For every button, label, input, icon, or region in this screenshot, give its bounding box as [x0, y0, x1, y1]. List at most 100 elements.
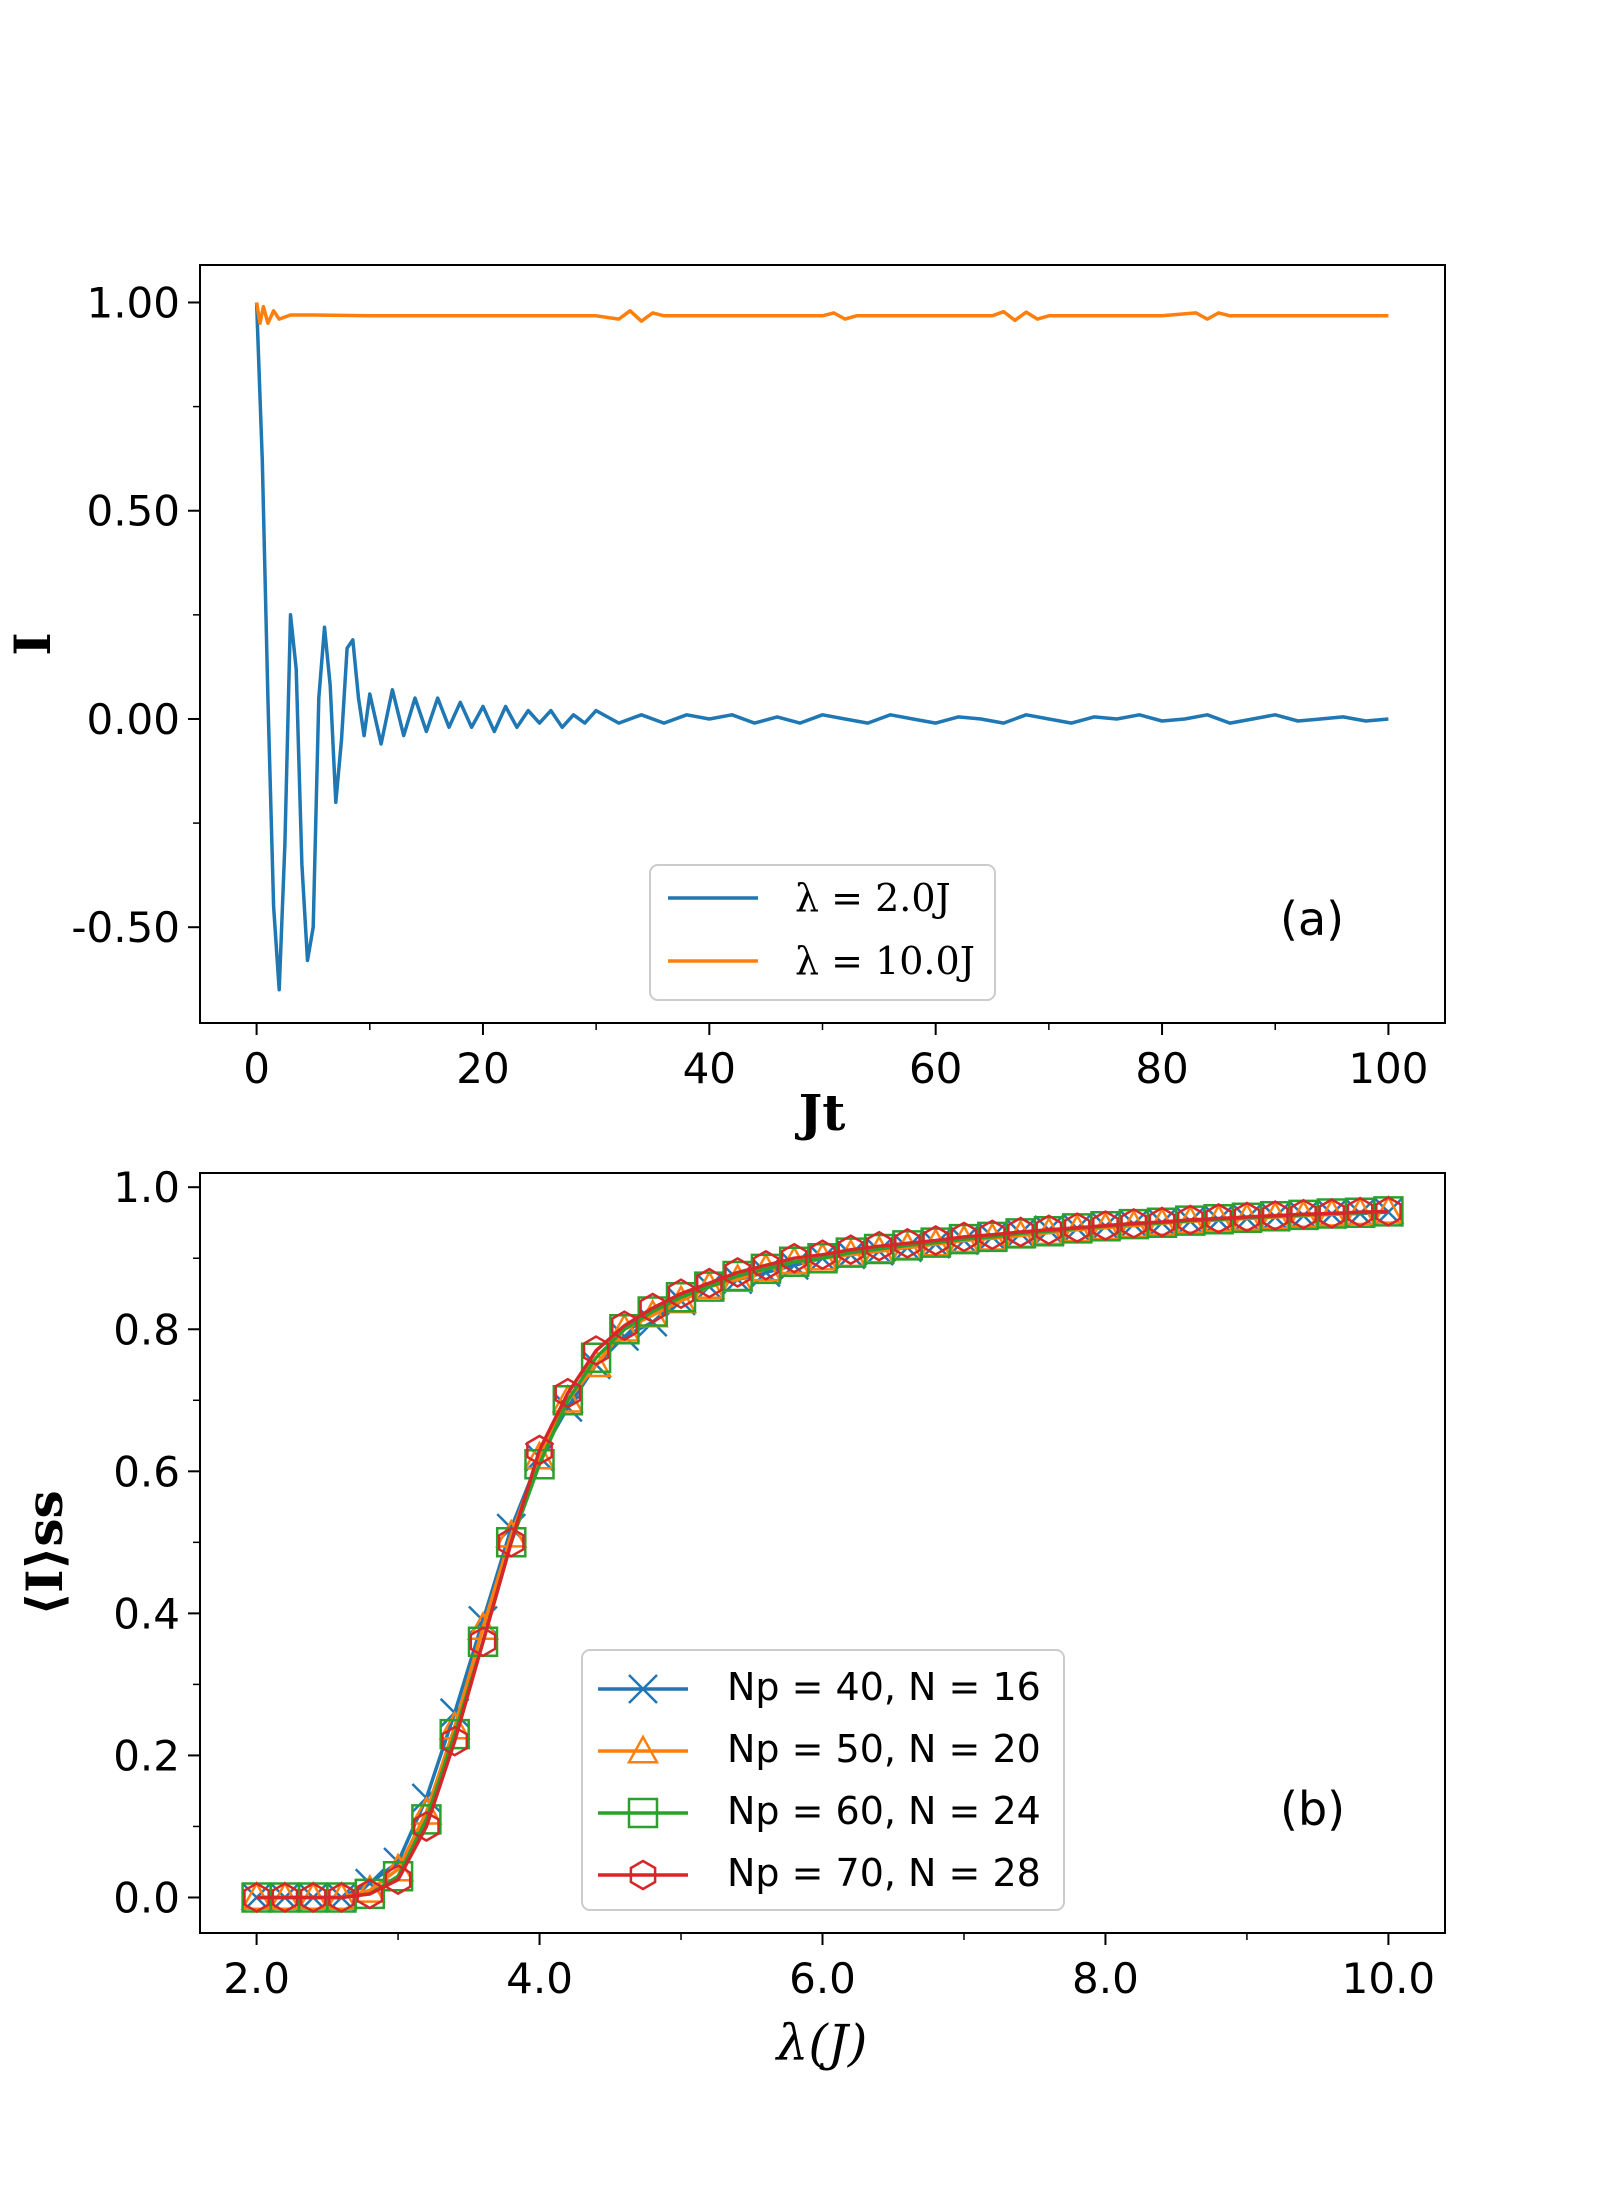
series-b-4-point [469, 1626, 497, 1658]
series-b-4-point [497, 1526, 525, 1558]
legend-b-label-3: Np = 60, N = 24 [727, 1789, 1041, 1833]
series-b-4-point [1148, 1206, 1176, 1238]
series-b-3-point [1373, 1196, 1404, 1227]
panel-b-ytick-label: 0.6 [113, 1447, 180, 1496]
series-b-4-point [328, 1882, 355, 1913]
series-b-4-point [724, 1256, 751, 1288]
series-b-4-point [1007, 1216, 1034, 1248]
series-b-3-point [1344, 1197, 1376, 1229]
panel-b-ytick-label: 0.0 [113, 1873, 180, 1922]
series-b-3-point [326, 1882, 357, 1913]
panel-b-xtick-label: 4.0 [506, 1954, 573, 2003]
series-b-4-point [1375, 1195, 1402, 1227]
series-b-4-point [1261, 1200, 1289, 1232]
series-b-2-point [551, 1383, 584, 1413]
panel-b-legend-entries [598, 1674, 688, 1891]
series-b-4-point [1092, 1210, 1119, 1242]
panel-a-xtick-label: 0 [243, 1044, 270, 1093]
panel-b-ytick-label: 0.8 [113, 1305, 180, 1354]
panel-a-xtick-label: 100 [1348, 1044, 1428, 1093]
panel-b-xtick-label: 8.0 [1072, 1954, 1139, 2003]
panel-a-xtick-label: 40 [683, 1044, 736, 1093]
series-b-4-line [256, 1209, 1389, 1900]
series-b-4-point [1346, 1196, 1374, 1228]
series-b-4-point [412, 1811, 440, 1842]
series-b-4-point [299, 1882, 327, 1913]
series-b-4-point [1035, 1214, 1063, 1246]
panel-a-ytick-label: -0.50 [71, 903, 180, 952]
series-b-4-point [837, 1234, 865, 1266]
series-b-3-point [411, 1804, 442, 1835]
series-b-4-point [1063, 1212, 1091, 1244]
series-b-3-point [1203, 1203, 1234, 1235]
series-b-4-point [639, 1292, 667, 1324]
series-a-1-line [254, 302, 1389, 992]
series-a-2-line [254, 302, 1389, 326]
series-b-4-point [1318, 1198, 1346, 1229]
series-b-4-point [752, 1249, 780, 1281]
series-b-3-point [1231, 1202, 1263, 1233]
series-b-4-point [922, 1225, 950, 1256]
legend-b-label-4: Np = 70, N = 28 [727, 1851, 1041, 1895]
series-b-4-point [1205, 1203, 1233, 1234]
series-b-4-point [695, 1267, 723, 1299]
panel-a-ticks: 0 20 40 60 80 100 -0.50 0.00 0.50 1.00 [71, 278, 1428, 1093]
series-b-4-point [1120, 1207, 1148, 1239]
series-b-4-point [356, 1878, 384, 1910]
panel-a-xtick-label: 60 [909, 1044, 962, 1093]
series-b-4-point [271, 1882, 299, 1913]
panel-b-xtick-label: 2.0 [223, 1954, 290, 2003]
panel-b-ytick-label: 0.4 [113, 1589, 180, 1638]
series-b-4-point [384, 1864, 412, 1896]
panel-a-xlabel: Jt [795, 1083, 846, 1142]
series-b-3-point [1146, 1207, 1178, 1238]
series-b-4-point [1176, 1204, 1204, 1236]
series-b-3-point [1090, 1211, 1121, 1242]
panel-a-ylabel: I [3, 632, 62, 655]
panel-b-xtick-label: 6.0 [789, 1954, 856, 2003]
panel-a-xtick-label: 80 [1135, 1044, 1188, 1093]
series-b-4-point [1290, 1198, 1317, 1230]
panel-b-legend: Np = 40, N = 16 Np = 50, N = 20 Np = 60,… [581, 1649, 1065, 1911]
panel-b-ticks: 2.0 4.0 6.0 8.0 10.0 0.0 0.2 0.4 0.6 0.8 1.0 [113, 1163, 1435, 2003]
legend-b-marker-1 [628, 1674, 658, 1704]
legend-a-label-1: λ = 2.0J [795, 876, 951, 920]
series-b-4-point [582, 1335, 610, 1367]
legend-b-label-1: Np = 40, N = 16 [727, 1665, 1041, 1709]
series-b-3-point [524, 1448, 555, 1480]
panel-a: 0 20 40 60 80 100 -0.50 0.00 0.50 1.00 Jt I λ = 2… [3, 264, 1446, 1142]
series-b-3-point [382, 1860, 414, 1892]
panel-b-ytick-label: 1.0 [113, 1163, 180, 1212]
legend-b-marker-4 [629, 1859, 657, 1891]
panel-b-ylabel: ⟨I⟩ss [15, 1490, 74, 1615]
legend-b-marker-2 [626, 1734, 660, 1764]
series-b-3-point [354, 1878, 386, 1910]
panel-b-legend-box [581, 1649, 1065, 1911]
series-b-4-point [1233, 1201, 1261, 1233]
panel-a-legend: λ = 2.0J λ = 10.0J [649, 864, 996, 1001]
series-b-3-point [1259, 1201, 1291, 1232]
panel-b-ytick-label: 0.2 [113, 1731, 180, 1780]
panel-a-ytick-label: 0.00 [86, 695, 180, 744]
series-b-3-point [1118, 1208, 1150, 1240]
panel-a-ytick-label: 1.00 [86, 278, 180, 327]
series-b-3-point [1061, 1213, 1093, 1244]
panel-b-tag: (b) [1280, 1782, 1345, 1836]
series-b-4-point [950, 1221, 978, 1253]
series-b-4-point [978, 1219, 1006, 1251]
panel-b-lines [240, 1194, 1405, 1913]
panel-a-lines [254, 302, 1389, 992]
series-b-1-point [609, 1321, 640, 1352]
series-b-4-point [243, 1882, 270, 1913]
series-b-4-point [611, 1310, 638, 1342]
series-b-4-point [894, 1227, 921, 1259]
panel-a-ytick-label: 0.50 [86, 487, 180, 536]
panel-a-tag: (a) [1280, 892, 1344, 946]
legend-b-marker-3 [627, 1797, 659, 1829]
series-b-4-point [809, 1239, 836, 1271]
panel-b: 2.0 4.0 6.0 8.0 10.00.00.20.40.60.81.0 λ(J) … [15, 1163, 1446, 2072]
legend-a-label-2: λ = 10.0J [795, 939, 975, 983]
panel-a-xtick-label: 20 [456, 1044, 509, 1093]
series-b-4-point [526, 1434, 553, 1466]
